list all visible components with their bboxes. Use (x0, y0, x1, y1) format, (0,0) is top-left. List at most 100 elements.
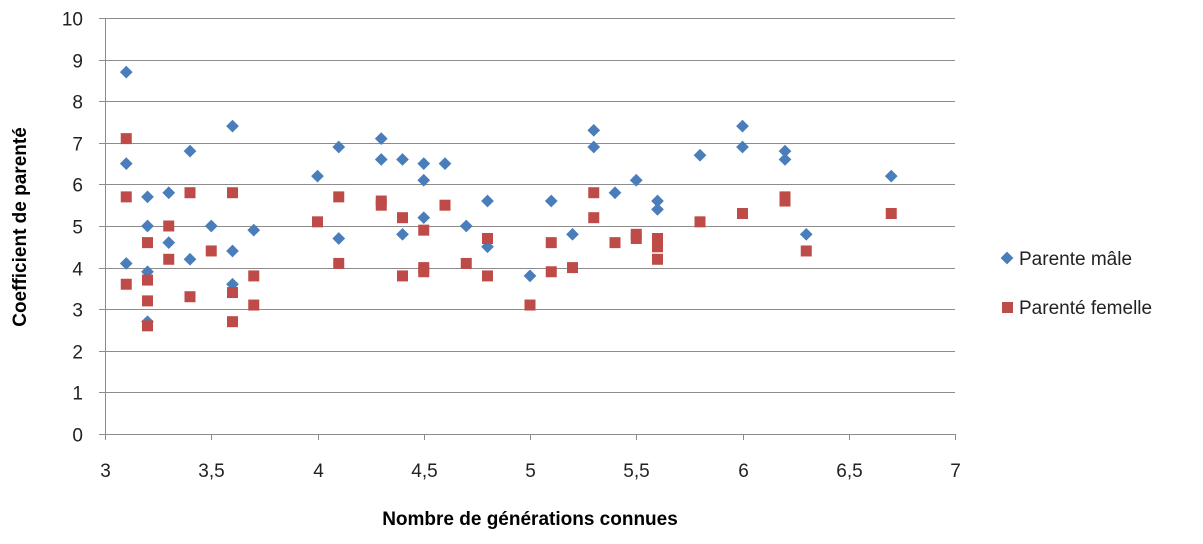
data-points (119, 65, 898, 332)
data-point-female (142, 237, 153, 249)
data-point-male (587, 123, 601, 137)
data-point-female (588, 187, 600, 199)
data-point-male (119, 157, 133, 170)
y-tick-label: 3 (72, 301, 83, 322)
data-point-male (119, 257, 133, 270)
data-point-male (651, 202, 664, 216)
data-point-male (438, 157, 452, 170)
y-tick-label: 10 (62, 10, 83, 31)
x-axis-title: Nombre de générations connues (382, 509, 678, 530)
data-point-female (397, 270, 408, 282)
data-point-female (205, 245, 217, 257)
data-point-male (736, 140, 749, 154)
y-tick-label: 4 (72, 260, 83, 281)
data-point-female (142, 295, 153, 307)
data-point-male (799, 227, 813, 241)
data-point-female (652, 232, 663, 244)
data-point-female (227, 287, 238, 299)
data-point-female (120, 278, 132, 290)
x-tick-label: 4 (313, 461, 324, 482)
gridlines (105, 18, 955, 393)
data-point-male (374, 153, 388, 166)
data-point-male (523, 269, 537, 283)
data-point-female (163, 253, 175, 265)
data-point-female (694, 216, 706, 228)
data-point-female (482, 232, 493, 244)
data-point-male (736, 119, 749, 133)
data-point-female (120, 133, 132, 145)
legend-item-parente-femelle: Parenté femelle (1002, 298, 1152, 319)
data-point-female (545, 237, 557, 249)
x-tick-label: 3 (100, 461, 111, 482)
data-point-male (141, 219, 154, 233)
data-point-female (248, 270, 260, 282)
x-tick-label: 6,5 (836, 461, 862, 482)
data-point-female (248, 299, 260, 311)
data-point-male (884, 169, 898, 183)
data-point-female (630, 232, 642, 244)
data-point-male (374, 132, 388, 146)
legend-label-parente-male: Parente mâle (1019, 249, 1132, 270)
data-point-female (184, 187, 196, 199)
data-point-male (162, 186, 176, 200)
data-point-female (397, 212, 408, 224)
data-point-female (588, 212, 600, 224)
y-tick-label: 0 (72, 426, 83, 447)
data-point-female (227, 187, 238, 199)
data-point-female (737, 208, 748, 220)
data-point-male (587, 140, 601, 154)
x-tick-label: 4,5 (411, 461, 437, 482)
legend: Parente mâle Parenté femelle (1000, 249, 1152, 319)
data-point-male (204, 219, 218, 233)
x-tick-label: 3,5 (198, 461, 224, 482)
data-point-male (332, 140, 346, 154)
data-point-female (312, 216, 323, 228)
data-point-male (566, 227, 579, 241)
data-point-female (375, 199, 387, 211)
data-point-male (311, 169, 324, 183)
y-tick-label: 1 (72, 384, 83, 405)
legend-item-parente-male: Parente mâle (1000, 249, 1132, 270)
data-point-male (417, 173, 431, 187)
data-point-female (163, 220, 175, 232)
data-point-male (481, 194, 494, 208)
y-tick-label: 9 (72, 52, 83, 73)
data-point-female (524, 299, 536, 311)
data-point-female (545, 266, 557, 278)
x-tick-label: 6 (738, 461, 749, 482)
x-tick-labels: 3 3,5 4 4,5 5 5,5 6 6,5 7 (100, 461, 961, 482)
y-tick-label: 8 (72, 93, 83, 114)
y-tick-label: 2 (72, 343, 83, 364)
data-point-female (142, 274, 153, 286)
x-tick-label: 5,5 (623, 461, 649, 482)
data-point-female (333, 191, 345, 203)
data-point-female (120, 191, 132, 203)
legend-label-parente-femelle: Parenté femelle (1019, 298, 1152, 319)
data-point-male (183, 144, 197, 158)
data-point-female (418, 224, 430, 236)
data-point-female (567, 262, 578, 274)
data-point-male (119, 65, 133, 79)
data-point-male (608, 186, 622, 200)
data-point-male (693, 148, 707, 162)
y-tick-label: 6 (72, 176, 83, 197)
y-tick-label: 7 (72, 135, 83, 156)
data-point-male (417, 157, 431, 170)
data-point-male (778, 153, 792, 166)
data-point-female (652, 241, 663, 253)
legend-square-marker (1002, 302, 1013, 313)
legend-diamond-marker (1000, 251, 1014, 265)
x-tick-label: 7 (950, 461, 961, 482)
data-point-male (396, 227, 409, 241)
data-point-female (142, 320, 153, 332)
data-point-male (544, 194, 558, 208)
x-tick-label: 5 (525, 461, 536, 482)
data-point-female (333, 257, 345, 269)
data-point-female (609, 237, 621, 249)
data-point-female (439, 199, 451, 211)
y-tick-labels: 0 1 2 3 4 5 6 7 8 9 10 (62, 10, 84, 447)
data-point-male (332, 232, 346, 245)
data-point-male (226, 244, 239, 258)
data-point-male (247, 223, 261, 237)
